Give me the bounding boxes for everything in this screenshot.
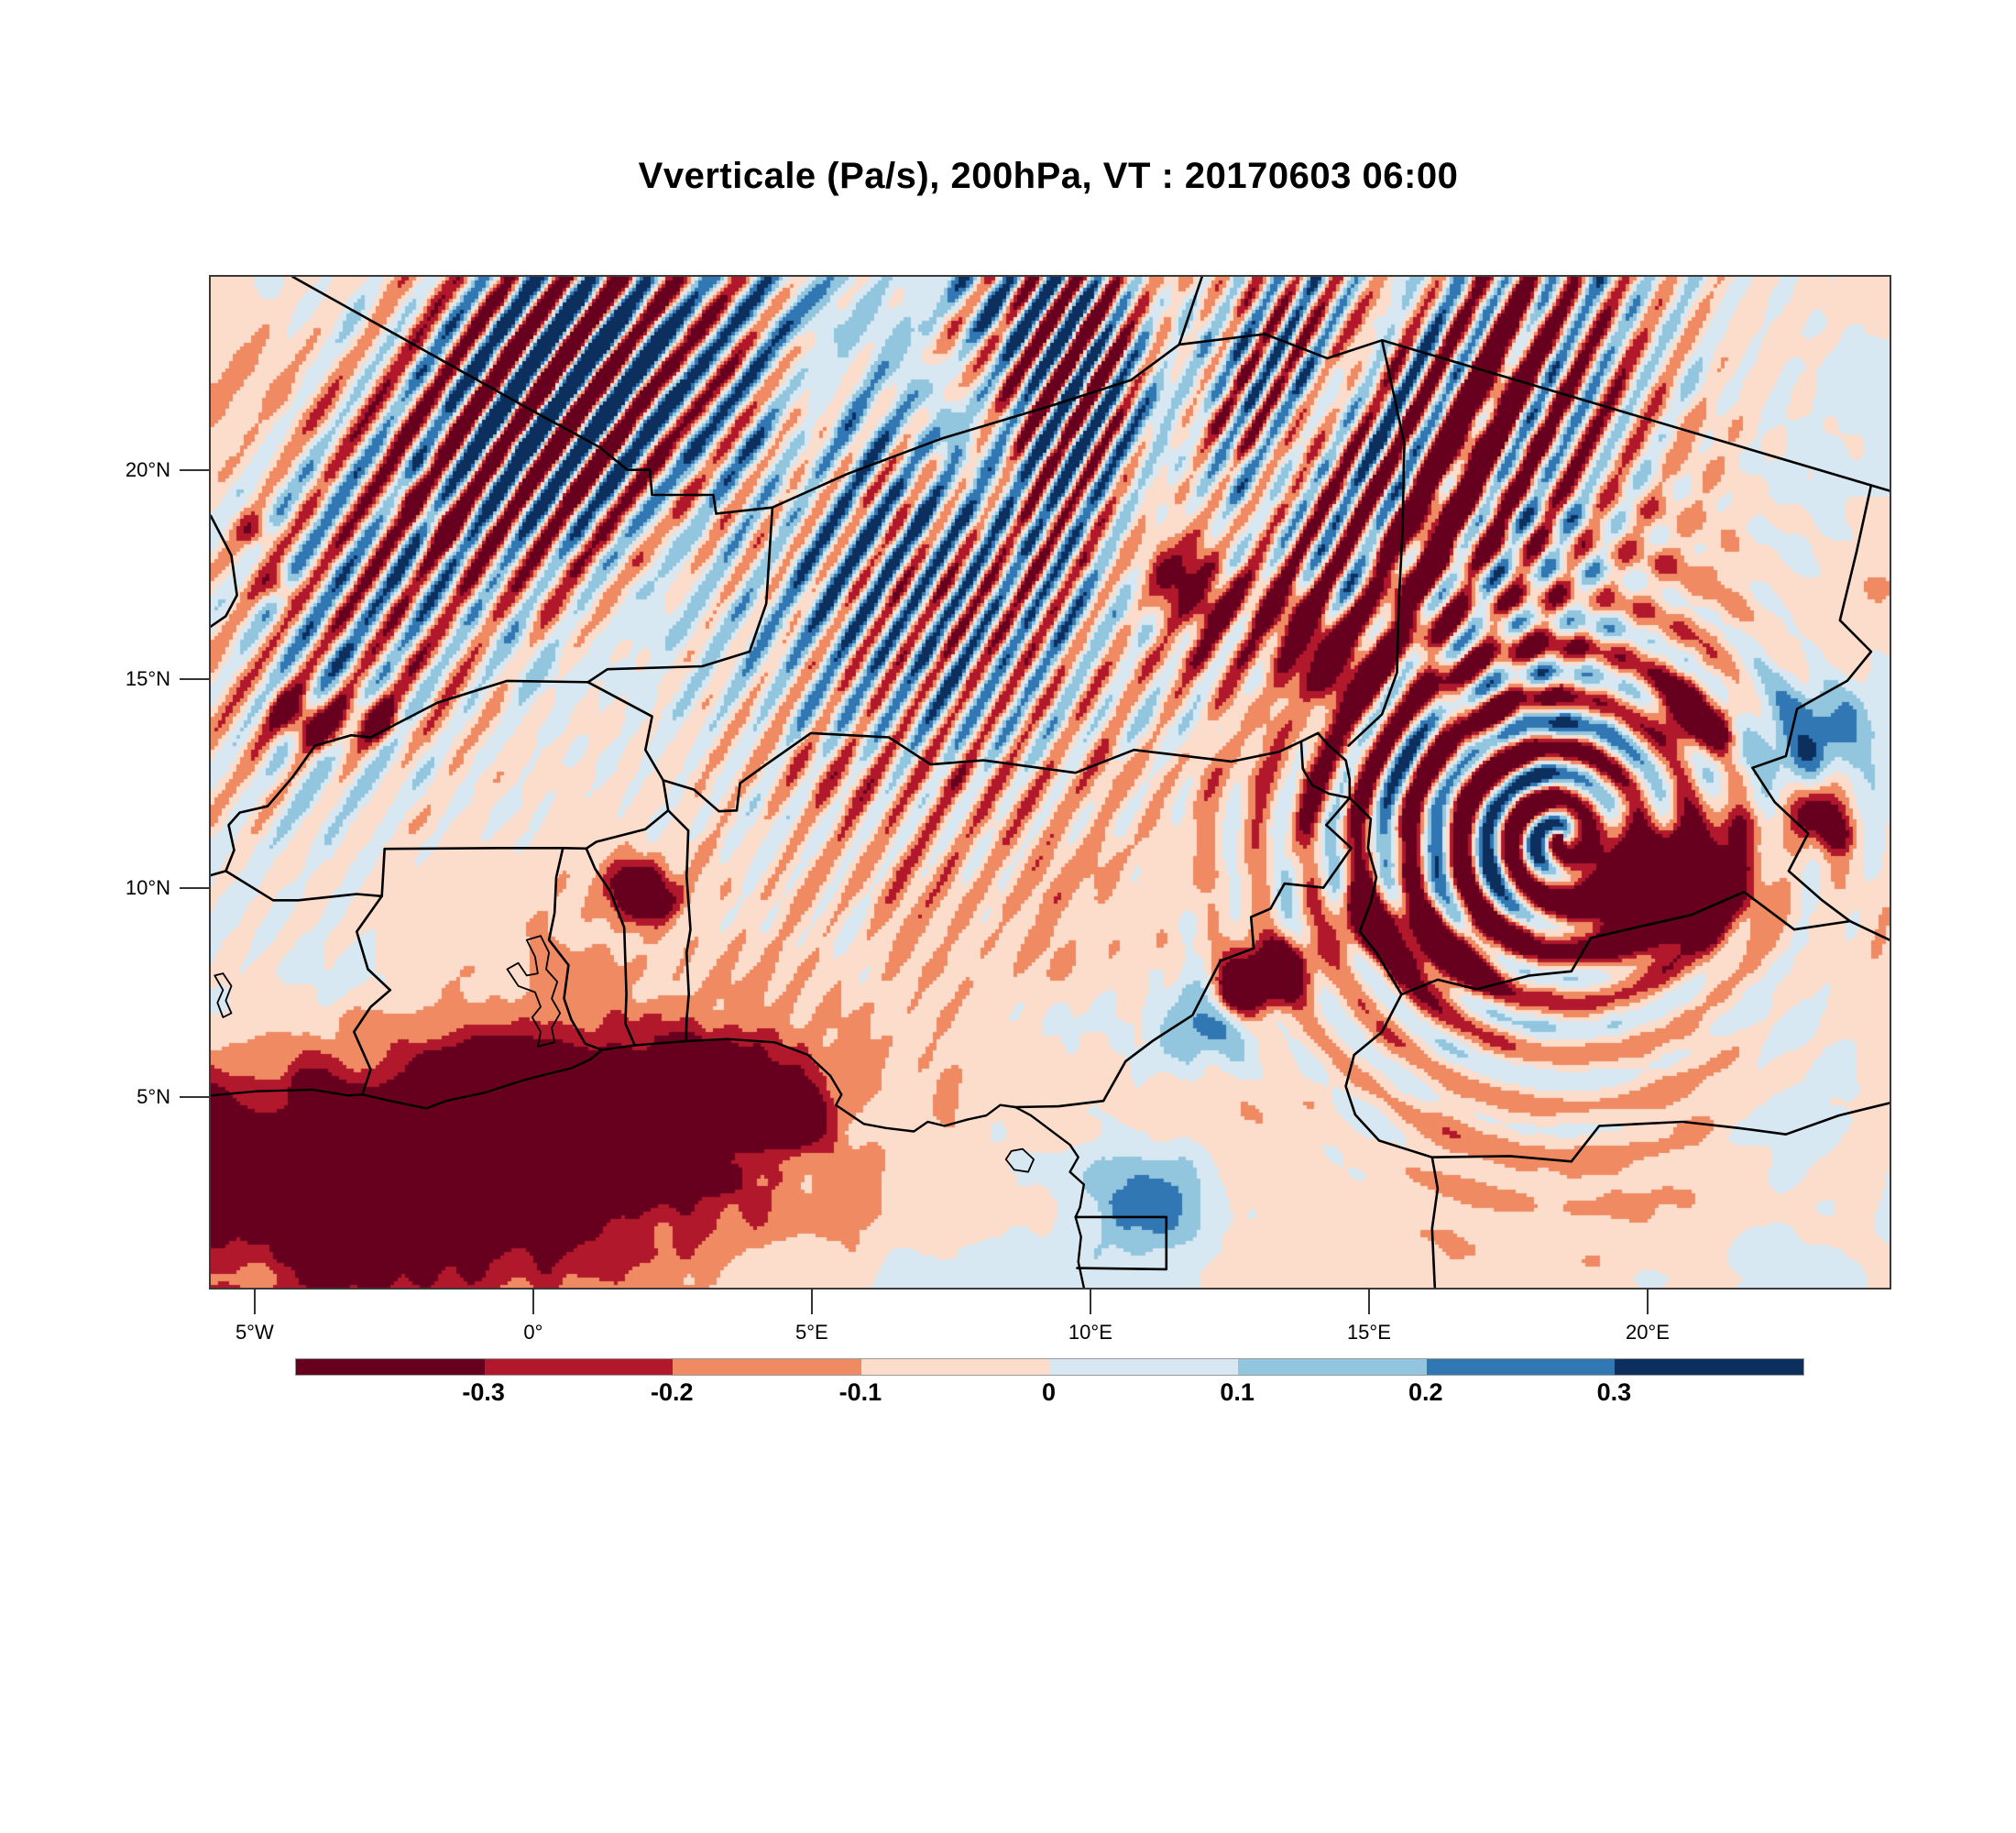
border-niger-nigeria — [735, 731, 1303, 812]
border-cameroon-chad — [1348, 796, 1403, 996]
colorbar-tick-label: 0.3 — [1596, 1378, 1632, 1406]
colorbar-tick-label: -0.3 — [462, 1378, 505, 1406]
colorbar-segment-2 — [673, 1359, 861, 1375]
colorbar-tick-label: 0 — [1041, 1378, 1057, 1406]
country-borders-overlay — [211, 277, 1890, 1288]
y-tick-15°N — [180, 677, 209, 680]
x-tick-5°E — [810, 1288, 813, 1314]
y-tick-5°N — [180, 1095, 209, 1098]
colorbar-tick-label: 0.2 — [1408, 1378, 1443, 1406]
border-mauritania-mali — [211, 514, 238, 628]
colorbar-segment-6 — [1426, 1359, 1616, 1375]
x-tick-15°E — [1367, 1288, 1370, 1314]
border-nigeria-cameroon — [1013, 796, 1353, 1109]
colorbar-segment-3 — [860, 1359, 1050, 1375]
lake-kossou — [214, 972, 233, 1018]
border-niger-chad — [1347, 339, 1406, 747]
colorbar-tick-label: -0.2 — [650, 1378, 694, 1406]
map-panel — [209, 275, 1891, 1290]
y-tick-20°N — [180, 468, 209, 471]
border-civ-ghana — [353, 895, 392, 1096]
x-tick-label: 10°E — [1068, 1321, 1112, 1344]
gulf-of-guinea-coast — [211, 1037, 1085, 1288]
y-tick-label: 15°N — [125, 666, 170, 690]
colorbar-tick-label: -0.1 — [838, 1378, 882, 1406]
border-ghana-togo — [547, 847, 604, 1051]
border-chad-car — [1400, 890, 1852, 996]
x-tick-label: 5°W — [235, 1321, 274, 1344]
border-burkina-niger — [586, 681, 664, 782]
map-field-canvas — [211, 277, 1890, 1288]
border-burkina-civ — [225, 870, 383, 902]
x-tick-20°E — [1646, 1288, 1649, 1314]
x-tick-label: 0° — [523, 1321, 543, 1344]
x-tick-5°W — [253, 1288, 256, 1314]
x-tick-label: 20°E — [1625, 1321, 1670, 1344]
border-mali-niger — [586, 506, 774, 684]
border-equatorial-guinea — [1074, 1215, 1168, 1271]
x-tick-label: 15°E — [1346, 1321, 1391, 1344]
border-chad-sudan — [1751, 484, 1890, 941]
border-libya-chad — [1326, 339, 1890, 492]
border-lake-chad — [1299, 731, 1352, 799]
border-car-congo-drc — [1430, 1102, 1890, 1163]
border-mali-algeria — [291, 277, 774, 515]
x-tick-10°E — [1089, 1288, 1091, 1314]
colorbar-segment-7 — [1615, 1359, 1803, 1375]
lake-volta — [506, 935, 562, 1048]
plot-title: Vverticale (Pa/s), 200hPa, VT : 20170603… — [638, 156, 1459, 196]
border-niger-libya — [1178, 333, 1329, 360]
border-mali-burkina — [211, 679, 589, 877]
y-tick-label: 10°N — [125, 875, 170, 899]
colorbar — [295, 1358, 1804, 1376]
y-tick-label: 20°N — [125, 457, 170, 481]
colorbar-segment-1 — [484, 1359, 674, 1375]
border-burkina-ghana-togo-benin — [380, 779, 670, 898]
colorbar-tick-label: 0.1 — [1220, 1378, 1255, 1406]
border-benin-nigeria — [666, 809, 692, 1043]
y-tick-10°N — [180, 886, 209, 889]
y-tick-label: 5°N — [137, 1084, 170, 1108]
border-algeria-niger — [771, 343, 1181, 509]
border-togo-benin — [585, 847, 636, 1047]
border-benin-niger — [662, 779, 739, 813]
colorbar-segment-4 — [1049, 1359, 1239, 1375]
x-tick-0° — [531, 1288, 534, 1314]
x-tick-label: 5°E — [795, 1321, 828, 1344]
bioko-island — [1004, 1147, 1035, 1173]
border-algeria-libya — [1178, 277, 1203, 346]
colorbar-segment-0 — [296, 1359, 485, 1375]
border-cameroon-car — [1344, 993, 1440, 1288]
colorbar-segment-5 — [1238, 1359, 1427, 1375]
